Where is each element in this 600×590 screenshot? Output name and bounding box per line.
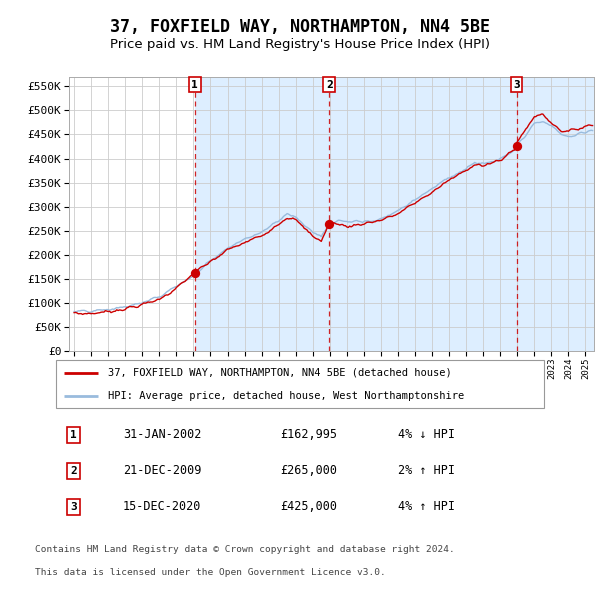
Text: 37, FOXFIELD WAY, NORTHAMPTON, NN4 5BE: 37, FOXFIELD WAY, NORTHAMPTON, NN4 5BE [110,18,490,35]
Text: 3: 3 [513,80,520,90]
Point [512,142,521,151]
Text: 1: 1 [191,80,198,90]
Text: 15-DEC-2020: 15-DEC-2020 [123,500,201,513]
Text: This data is licensed under the Open Government Licence v3.0.: This data is licensed under the Open Gov… [35,568,386,577]
Text: £265,000: £265,000 [280,464,337,477]
Point [325,219,334,228]
Text: 37, FOXFIELD WAY, NORTHAMPTON, NN4 5BE (detached house): 37, FOXFIELD WAY, NORTHAMPTON, NN4 5BE (… [108,368,452,378]
Text: 2% ↑ HPI: 2% ↑ HPI [398,464,455,477]
Text: £162,995: £162,995 [280,428,337,441]
Text: £425,000: £425,000 [280,500,337,513]
Text: Price paid vs. HM Land Registry's House Price Index (HPI): Price paid vs. HM Land Registry's House … [110,38,490,51]
Point [190,268,200,277]
Text: 31-JAN-2002: 31-JAN-2002 [123,428,201,441]
Text: 3: 3 [70,502,77,512]
Bar [195,77,329,351]
Text: 2: 2 [70,466,77,476]
Text: 4% ↓ HPI: 4% ↓ HPI [398,428,455,441]
Bar [517,77,594,351]
Text: 4% ↑ HPI: 4% ↑ HPI [398,500,455,513]
Bar [329,77,517,351]
Text: 21-DEC-2009: 21-DEC-2009 [123,464,201,477]
Text: HPI: Average price, detached house, West Northamptonshire: HPI: Average price, detached house, West… [108,391,464,401]
FancyBboxPatch shape [56,360,544,408]
Text: 1: 1 [70,430,77,440]
Text: 2: 2 [326,80,332,90]
Text: Contains HM Land Registry data © Crown copyright and database right 2024.: Contains HM Land Registry data © Crown c… [35,545,455,554]
